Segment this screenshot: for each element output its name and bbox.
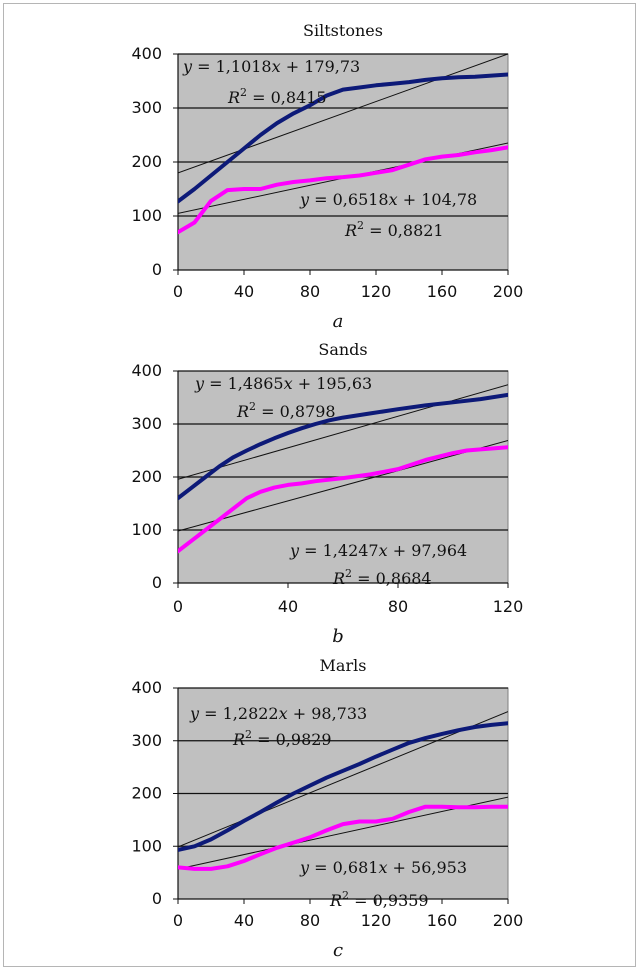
chart-1: 0 100 200 300 400 0 40 80 120 160 200 y = 1,1018x +…: [131, 21, 523, 332]
chart-2: 0 100 200 300 400 0 40 80 120 y = 1,4865x + 195,6…: [131, 340, 523, 647]
x-tick-label: 200: [493, 282, 524, 301]
figure-frame: [3, 3, 636, 967]
y-tick-label: 400: [131, 678, 162, 697]
trendline-r2: R2 = 0,8684: [332, 567, 432, 588]
series-line-2: [178, 804, 508, 871]
trendline-r2: R2 = 0,9359: [329, 889, 429, 910]
x-tick-label: 120: [493, 597, 524, 616]
series-line-2: [178, 445, 508, 554]
x-tick-label: 80: [300, 911, 320, 930]
chart-title: Siltstones: [303, 21, 383, 40]
x-tick-label: 160: [427, 282, 458, 301]
trendline-r2: R2 = 0,8821: [344, 219, 444, 240]
y-tick-label: 300: [131, 731, 162, 750]
x-tick-label: 200: [493, 911, 524, 930]
x-tick-label: 0: [173, 282, 183, 301]
trendline-equation: y = 0,681x + 56,953: [299, 858, 467, 877]
trendline-equation: y = 1,2822x + 98,733: [189, 704, 367, 723]
chart-sublabel: b: [332, 626, 344, 647]
chart-sublabel: a: [333, 311, 344, 332]
trendline-equation: y = 0,6518x + 104,78: [299, 190, 477, 209]
y-tick-label: 0: [152, 573, 162, 592]
chart-3: 0 100 200 300 400 0 40 80 120 160 200 y = 1,2822x +…: [131, 656, 523, 961]
x-tick-label: 120: [361, 911, 392, 930]
trendline-2: [178, 796, 508, 870]
trendline-1: [178, 711, 508, 848]
series-line-1: [178, 72, 508, 204]
y-tick-label: 400: [131, 44, 162, 63]
chart-sublabel: c: [333, 940, 343, 961]
trendline-2: [178, 439, 508, 532]
y-tick-label: 300: [131, 414, 162, 433]
chart-title: Marls: [320, 656, 367, 675]
trendline-r2: R2 = 0,9829: [232, 728, 332, 749]
y-tick-label: 200: [131, 467, 162, 486]
series-line-1: [178, 721, 508, 852]
y-tick-label: 200: [131, 784, 162, 803]
y-tick-label: 300: [131, 98, 162, 117]
trendline-equation: y = 1,1018x + 179,73: [182, 57, 360, 76]
x-tick-label: 40: [278, 597, 298, 616]
series-line-2: [178, 145, 508, 235]
x-tick-label: 80: [300, 282, 320, 301]
y-tick-label: 0: [152, 889, 162, 908]
x-tick-label: 0: [173, 597, 183, 616]
trendline-1: [178, 54, 508, 174]
y-tick-label: 100: [131, 206, 162, 225]
x-tick-label: 40: [234, 911, 254, 930]
trendline-r2: R2 = 0,8415: [227, 86, 327, 107]
y-tick-label: 200: [131, 152, 162, 171]
x-tick-label: 0: [173, 911, 183, 930]
trendline-equation: y = 1,4865x + 195,63: [194, 374, 372, 393]
series-line-1: [178, 392, 508, 501]
chart-title: Sands: [318, 340, 367, 359]
x-tick-label: 160: [427, 911, 458, 930]
y-tick-label: 400: [131, 361, 162, 380]
y-tick-label: 100: [131, 836, 162, 855]
y-tick-label: 0: [152, 260, 162, 279]
y-tick-label: 100: [131, 520, 162, 539]
trendline-equation: y = 1,4247x + 97,964: [289, 541, 467, 560]
x-tick-label: 40: [234, 282, 254, 301]
x-tick-label: 120: [361, 282, 392, 301]
x-tick-label: 80: [388, 597, 408, 616]
trendline-r2: R2 = 0,8798: [236, 400, 336, 421]
